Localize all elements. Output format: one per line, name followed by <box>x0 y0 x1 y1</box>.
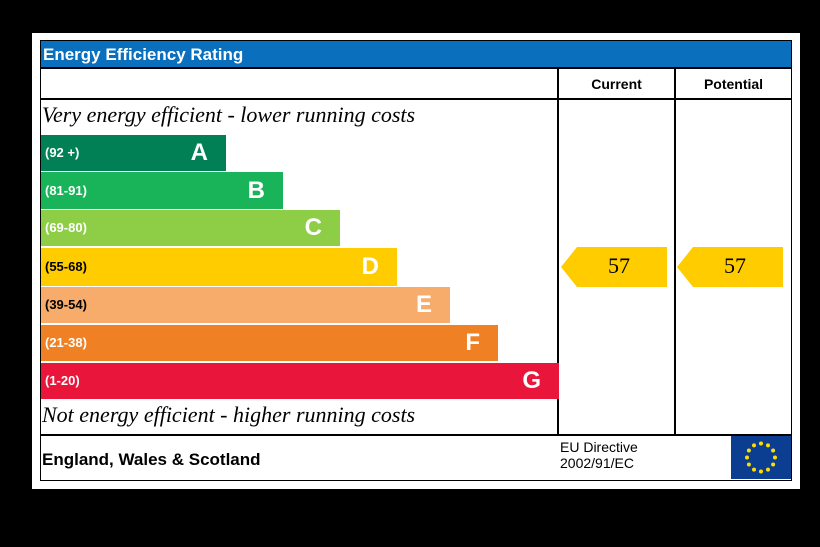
band-letter: A <box>190 139 208 166</box>
region-label: England, Wales & Scotland <box>42 450 261 469</box>
potential-header: Potential <box>703 76 764 92</box>
band-range: (21-38) <box>45 335 87 350</box>
divider <box>674 69 676 435</box>
band-range: (69-80) <box>45 220 87 235</box>
band-f: (21-38) F <box>41 325 498 361</box>
directive-line1: EU Directive <box>560 439 638 455</box>
potential-rating-arrow: 57 <box>677 247 783 287</box>
band-b: (81-91) B <box>41 172 283 209</box>
band-range: (39-54) <box>45 297 87 312</box>
band-d: (55-68) D <box>41 248 397 286</box>
band-letter: C <box>304 214 322 241</box>
band-letter: F <box>465 329 480 356</box>
divider <box>41 434 791 436</box>
potential-rating-value: 57 <box>724 253 746 278</box>
current-arrow-shape <box>561 247 667 287</box>
current-rating-arrow: 57 <box>561 247 667 287</box>
bottom-note: Not energy efficient - higher running co… <box>42 402 416 427</box>
band-range: (92 +) <box>45 145 80 160</box>
band-letter: B <box>247 177 265 204</box>
band-letter: E <box>415 291 432 318</box>
eu-flag-icon <box>731 436 791 479</box>
current-header: Current <box>591 76 642 92</box>
band-g: (1-20) G <box>41 363 559 399</box>
band-letter: G <box>522 367 541 394</box>
eu-directive: EU Directive 2002/91/EC <box>560 439 638 471</box>
top-note: Very energy efficient - lower running co… <box>42 102 416 127</box>
current-rating-value: 57 <box>608 253 630 278</box>
divider <box>557 69 559 435</box>
band-a: (92 +) A <box>41 135 226 171</box>
potential-arrow-shape <box>677 247 783 287</box>
band-range: (1-20) <box>45 373 80 388</box>
band-e: (39-54) E <box>41 287 450 323</box>
band-c: (69-80) C <box>41 210 340 246</box>
band-range: (55-68) <box>45 259 87 274</box>
chart-title: Energy Efficiency Rating <box>41 41 791 69</box>
directive-line2: 2002/91/EC <box>560 455 634 471</box>
band-range: (81-91) <box>45 183 87 198</box>
band-letter: D <box>361 253 379 280</box>
divider <box>41 98 791 100</box>
